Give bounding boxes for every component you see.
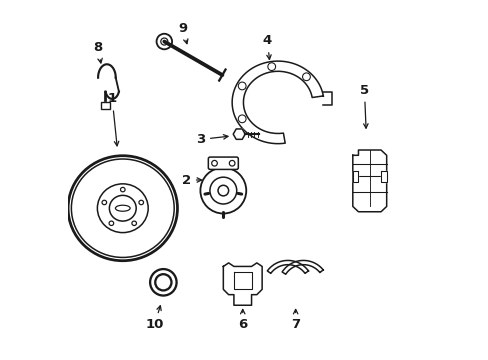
Text: 8: 8 — [93, 41, 102, 63]
Circle shape — [211, 161, 217, 166]
Text: 6: 6 — [238, 309, 247, 331]
Ellipse shape — [97, 184, 148, 233]
Circle shape — [218, 185, 228, 196]
Text: 4: 4 — [262, 34, 271, 59]
Polygon shape — [232, 61, 323, 144]
Circle shape — [238, 82, 245, 90]
Ellipse shape — [150, 269, 176, 296]
Ellipse shape — [109, 221, 113, 225]
FancyBboxPatch shape — [101, 102, 110, 109]
Ellipse shape — [102, 200, 106, 205]
Polygon shape — [352, 171, 358, 182]
Circle shape — [238, 115, 245, 123]
Ellipse shape — [132, 221, 136, 225]
Polygon shape — [380, 171, 386, 182]
Ellipse shape — [120, 188, 125, 192]
Text: 7: 7 — [290, 309, 300, 331]
FancyBboxPatch shape — [208, 157, 238, 170]
Text: 1: 1 — [107, 93, 119, 146]
Text: 5: 5 — [359, 84, 368, 128]
Circle shape — [209, 177, 236, 204]
Circle shape — [302, 73, 310, 81]
Text: 10: 10 — [145, 306, 163, 331]
Ellipse shape — [71, 159, 174, 257]
Ellipse shape — [139, 200, 143, 205]
Polygon shape — [352, 150, 386, 212]
Ellipse shape — [155, 274, 171, 291]
Polygon shape — [267, 260, 308, 273]
Circle shape — [200, 168, 246, 213]
Polygon shape — [282, 260, 323, 274]
Circle shape — [229, 161, 235, 166]
Polygon shape — [223, 263, 262, 305]
Text: 9: 9 — [178, 22, 187, 44]
Polygon shape — [233, 129, 244, 139]
Ellipse shape — [109, 195, 136, 221]
Circle shape — [267, 63, 275, 71]
Text: 2: 2 — [182, 174, 201, 186]
Text: 3: 3 — [195, 133, 227, 146]
